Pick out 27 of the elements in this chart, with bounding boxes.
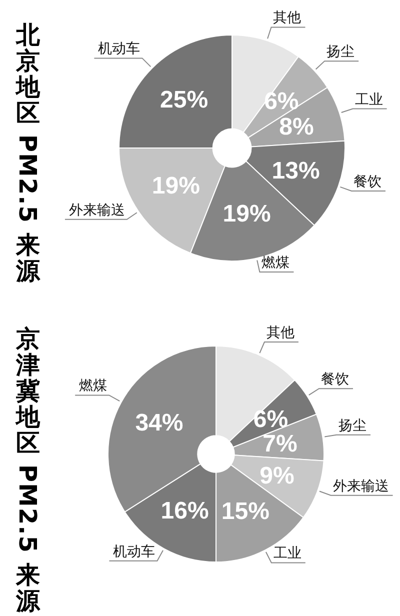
slice-label: 餐饮: [353, 174, 382, 190]
slice-label: 扬尘: [338, 418, 366, 434]
data-label: 19%: [152, 172, 200, 200]
slice-label: 工业: [354, 92, 383, 108]
slice-label: 机动车: [113, 544, 156, 560]
slice-label: 燃煤: [262, 254, 290, 271]
slice-label: 燃煤: [79, 378, 108, 394]
slice-label: 工业: [273, 546, 302, 562]
slice-label: 其他: [266, 325, 294, 342]
slice-label: 外来输送: [68, 202, 125, 218]
data-label: 13%: [272, 157, 320, 184]
data-label: 16%: [160, 497, 209, 524]
data-label: 34%: [135, 409, 184, 436]
data-label: 15%: [221, 498, 270, 526]
slice-label: 餐饮: [321, 372, 350, 388]
data-label: 25%: [160, 86, 208, 114]
title: 京津冀地区 PM2.5 来源: [13, 325, 42, 615]
data-label: 6%: [253, 406, 288, 433]
slice-label: 其他: [273, 10, 302, 26]
slice-label: 扬尘: [326, 44, 355, 60]
slice-label: 外来输送: [332, 478, 389, 494]
data-label: 19%: [222, 200, 271, 228]
data-label: 6%: [264, 88, 299, 116]
slice-label: 机动车: [98, 41, 140, 58]
data-label: 7%: [262, 430, 298, 458]
title: 北京地区 PM2.5 来源: [13, 21, 42, 285]
data-label: 8%: [279, 114, 314, 141]
